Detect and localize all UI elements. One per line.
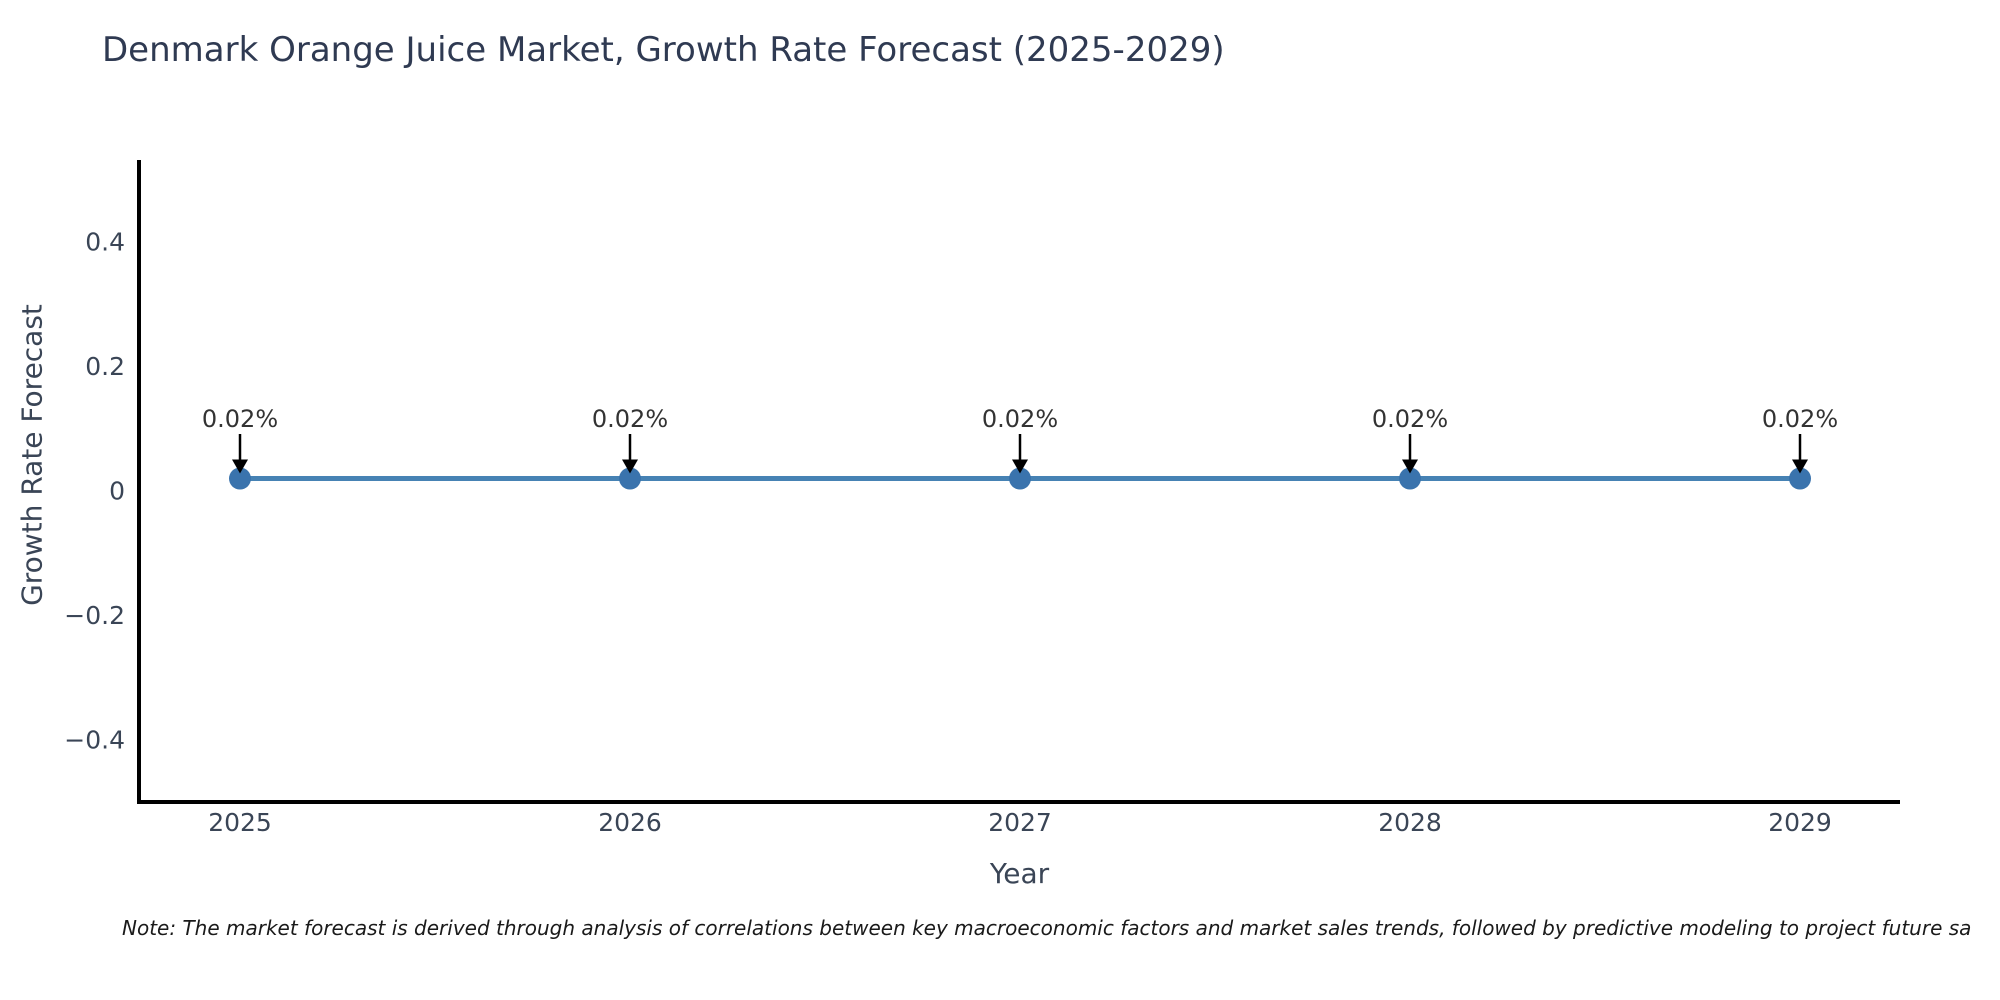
- y-tick-label: −0.2: [64, 601, 125, 630]
- x-tick-label: 2026: [598, 808, 662, 837]
- annotation-arrow-head: [1012, 459, 1028, 474]
- annotation-arrow-head: [622, 459, 638, 474]
- footnote: Note: The market forecast is derived thr…: [122, 916, 1972, 940]
- point-value-label: 0.02%: [202, 405, 278, 433]
- x-tick-label: 2029: [1768, 808, 1832, 837]
- y-tick-label: 0.2: [85, 352, 125, 381]
- y-tick-label: −0.4: [64, 725, 125, 754]
- point-value-label: 0.02%: [982, 405, 1058, 433]
- x-tick-label: 2025: [208, 808, 272, 837]
- x-tick-label: 2027: [988, 808, 1052, 837]
- y-tick-label: 0.4: [85, 228, 125, 257]
- point-value-label: 0.02%: [592, 405, 668, 433]
- data-point-marker: [1009, 467, 1031, 490]
- annotation-arrow-head: [1402, 459, 1418, 474]
- y-axis-label: Growth Rate Forecast: [16, 304, 49, 606]
- data-point-marker: [619, 467, 641, 490]
- data-point-marker: [1789, 467, 1811, 490]
- chart-title: Denmark Orange Juice Market, Growth Rate…: [102, 30, 1225, 70]
- point-value-label: 0.02%: [1762, 405, 1838, 433]
- y-tick-label: 0: [109, 477, 125, 506]
- data-point-marker: [229, 467, 251, 490]
- point-value-label: 0.02%: [1372, 405, 1448, 433]
- x-axis-label: Year: [989, 857, 1050, 890]
- annotation-arrow-head: [1792, 459, 1808, 474]
- annotation-arrow-head: [232, 459, 248, 474]
- data-point-marker: [1399, 467, 1421, 490]
- x-tick-label: 2028: [1378, 808, 1442, 837]
